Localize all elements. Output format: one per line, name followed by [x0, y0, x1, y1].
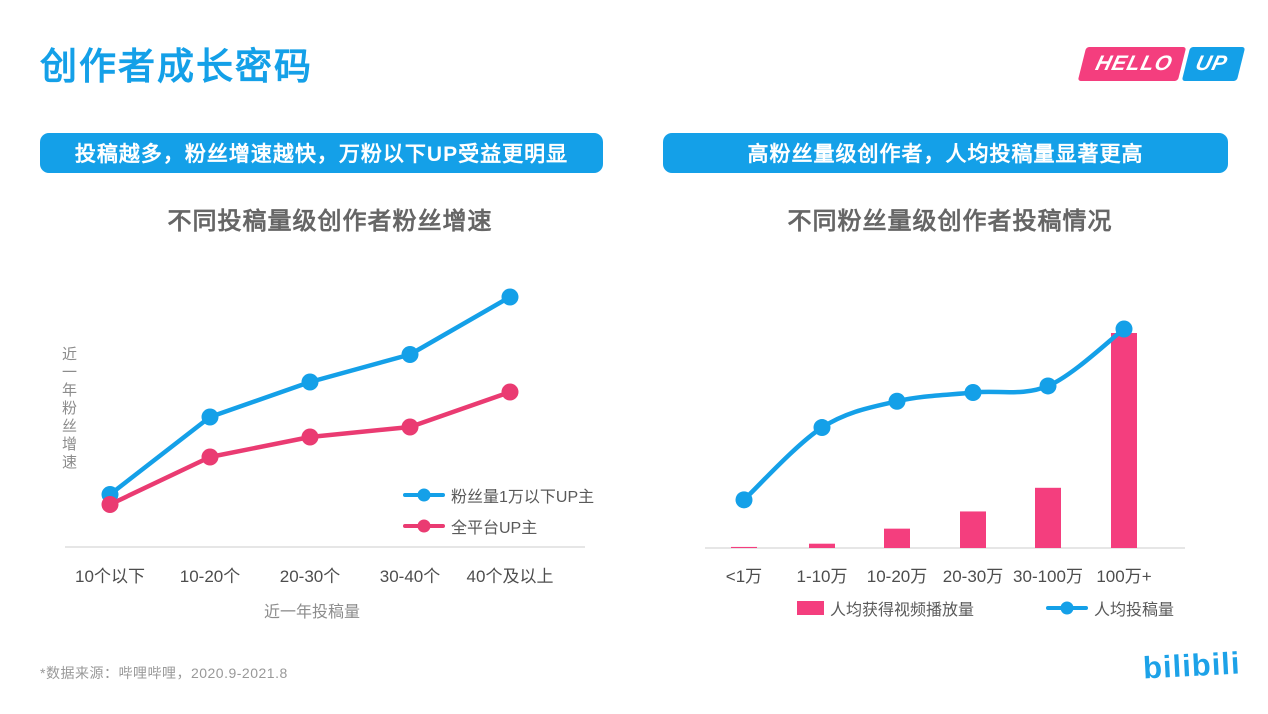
right-banner: 高粉丝量级创作者，人均投稿量显著更高	[663, 133, 1228, 173]
line-marker-icon	[1046, 606, 1088, 610]
svg-text:20-30万: 20-30万	[943, 567, 1003, 586]
legend-label: 全平台UP主	[451, 520, 538, 537]
svg-text:10-20个: 10-20个	[180, 567, 240, 586]
right-chart-legend-bar-item: 人均获得视频播放量	[797, 599, 975, 619]
left-chart-legend: 粉丝量1万以下UP主 全平台UP主	[403, 484, 594, 537]
svg-text:30-40个: 30-40个	[380, 567, 440, 586]
legend-item-pink-line: 全平台UP主	[403, 515, 594, 537]
legend-item-blue-line: 粉丝量1万以下UP主	[403, 484, 594, 506]
bilibili-logo: bilibili	[1142, 645, 1242, 686]
page-title: 创作者成长密码	[40, 46, 313, 87]
hello-badge: HELLO	[1077, 47, 1187, 81]
legend-label: 人均投稿量	[1094, 602, 1175, 619]
svg-text:100万+: 100万+	[1096, 567, 1151, 586]
right-chart-plot: <1万 1-10万 10-20万 20-30万 30-100万 100万+	[705, 320, 1185, 586]
line-marker-icon	[403, 524, 445, 528]
legend-label: 粉丝量1万以下UP主	[451, 489, 595, 506]
svg-text:1-10万: 1-10万	[796, 567, 847, 586]
left-chart-y-axis-label: 近一年粉丝增速	[60, 346, 77, 472]
svg-text:30-100万: 30-100万	[1013, 567, 1083, 586]
svg-text:20-30个: 20-30个	[280, 567, 340, 586]
bar-swatch-icon	[797, 601, 824, 615]
up-badge: UP	[1181, 47, 1246, 81]
legend-label: 人均获得视频播放量	[830, 602, 975, 619]
hello-badge-text: HELLO	[1093, 52, 1176, 75]
svg-text:10-20万: 10-20万	[867, 567, 927, 586]
up-badge-text: UP	[1193, 52, 1231, 75]
hello-up-logo: HELLO UP	[1077, 47, 1246, 81]
svg-text:10个以下: 10个以下	[75, 567, 145, 586]
left-banner: 投稿越多，粉丝增速越快，万粉以下UP受益更明显	[40, 133, 603, 173]
line-marker-icon	[403, 493, 445, 497]
right-chart-legend-line-item: 人均投稿量	[1046, 599, 1175, 619]
data-source-footnote: *数据来源：哔哩哔哩，2020.9-2021.8	[40, 665, 288, 681]
svg-text:40个及以上: 40个及以上	[467, 567, 554, 586]
right-chart-title: 不同粉丝量级创作者投稿情况	[787, 208, 1113, 235]
svg-text:近一年投稿量: 近一年投稿量	[264, 603, 360, 621]
svg-text:<1万: <1万	[726, 567, 762, 586]
left-chart-title: 不同投稿量级创作者粉丝增速	[167, 208, 493, 235]
